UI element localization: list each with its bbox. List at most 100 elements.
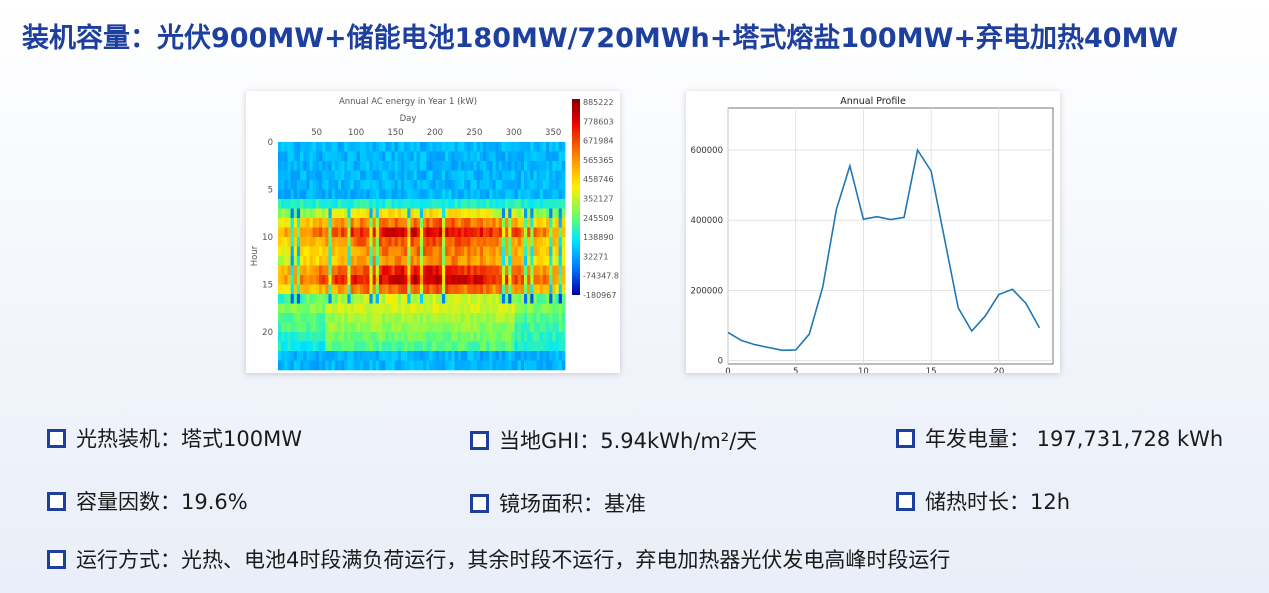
- heatmap-cell: [344, 332, 348, 342]
- heatmap-cell: [366, 189, 370, 200]
- heatmap-cell: [410, 303, 415, 314]
- heatmap-cell: [303, 142, 307, 152]
- heatmap-cell: [423, 341, 427, 352]
- heatmap-cell: [442, 275, 446, 285]
- heatmap-cell: [325, 313, 329, 323]
- heatmap-cell: [394, 199, 399, 209]
- heatmap-cell: [520, 199, 525, 209]
- heatmap-cell: [325, 322, 329, 333]
- heatmap-cell: [555, 199, 560, 209]
- heatmap-cell: [350, 341, 355, 352]
- heatmap-cell: [524, 284, 528, 295]
- heatmap-cell: [432, 351, 437, 361]
- heatmap-cell: [520, 189, 525, 200]
- heatmap-cell: [524, 294, 528, 304]
- spec-operation: 运行方式：光热、电池4时段满负荷运行，其余时段不运行，弃电加热器光伏发电高峰时段…: [47, 544, 950, 574]
- heatmap-cell: [508, 227, 512, 238]
- heatmap-cell: [416, 360, 421, 371]
- heatmap-cell: [533, 161, 538, 171]
- heatmap-cell: [524, 341, 528, 352]
- heatmap-cell: [442, 265, 446, 276]
- heatmap-cell: [524, 332, 528, 342]
- heatmap-cell: [293, 151, 298, 162]
- annual-profile-chart: Annual Profile 0 5 10 15 20 0200000400000600…: [691, 96, 1054, 373]
- heatmap-cell: [546, 161, 550, 171]
- heatmap-cell: [426, 227, 430, 238]
- heatmap-cell: [287, 180, 292, 190]
- heatmap-cell: [407, 341, 411, 352]
- heatmap-cell: [435, 189, 440, 200]
- heatmap-cell: [413, 142, 418, 152]
- heatmap-cell: [344, 322, 348, 333]
- heatmap-cell: [479, 360, 484, 371]
- heatmap-cell: [542, 161, 547, 171]
- heatmap-cell: [539, 199, 544, 209]
- heatmap-cell: [524, 180, 528, 190]
- heatmap-cell: [426, 351, 430, 361]
- heatmap-cell: [328, 332, 333, 342]
- heatmap-cell: [290, 237, 295, 247]
- heatmap-cell: [366, 199, 370, 209]
- heatmap-cell: [337, 284, 342, 295]
- heatmap-cell: [322, 275, 326, 285]
- heatmap-cell: [385, 161, 389, 171]
- heatmap-cell: [460, 237, 465, 247]
- heatmap-cell: [492, 313, 497, 323]
- heatmap-cell: [404, 246, 408, 257]
- heatmap-cell: [501, 246, 506, 257]
- heatmap-cell: [533, 246, 538, 257]
- heatmap-cell: [432, 227, 437, 238]
- heatmap-cell: [401, 180, 405, 190]
- heatmap-cell: [404, 151, 408, 162]
- heatmap-cell: [558, 265, 563, 276]
- heatmap-cell: [309, 180, 314, 190]
- heatmap-cell: [511, 303, 515, 314]
- heatmap-cell: [366, 265, 370, 276]
- heatmap-cell: [385, 218, 389, 228]
- heatmap-cell: [363, 341, 367, 352]
- heatmap-cell: [438, 227, 443, 238]
- heatmap-cell: [479, 151, 484, 162]
- heatmap-cell: [454, 294, 459, 304]
- heatmap-cell: [401, 199, 405, 209]
- heatmap-cell: [508, 237, 512, 247]
- heatmap-cell: [511, 256, 515, 266]
- heatmap-cell: [404, 218, 408, 228]
- heatmap-cell: [350, 218, 355, 228]
- heatmap-cell: [527, 256, 531, 266]
- heatmap-cell: [432, 341, 437, 352]
- heatmap-cell: [483, 265, 487, 276]
- heatmap-cell: [378, 313, 383, 323]
- heatmap-cell: [293, 322, 298, 333]
- heatmap-cell: [460, 351, 465, 361]
- heatmap-cell: [511, 208, 515, 219]
- heatmap-cell: [388, 360, 392, 371]
- heatmap-cell: [312, 199, 317, 209]
- heatmap-cell: [322, 265, 326, 276]
- heatmap-cell: [552, 161, 556, 171]
- heatmap-cell: [419, 341, 424, 352]
- heatmap-cell: [322, 161, 326, 171]
- heatmap-cell: [375, 275, 380, 285]
- heatmap-cell: [391, 341, 396, 352]
- heatmap-cell: [492, 237, 497, 247]
- heatmap-cell: [419, 227, 424, 238]
- heatmap-cell: [552, 246, 556, 257]
- heatmap-cell: [435, 246, 440, 257]
- heatmap-cell: [445, 170, 449, 181]
- heatmap-cell: [524, 189, 528, 200]
- heatmap-cell: [505, 237, 509, 247]
- heatmap-cell: [530, 256, 534, 266]
- heatmap-cell: [426, 199, 430, 209]
- heatmap-cell: [546, 142, 550, 152]
- heatmap-cell: [505, 161, 509, 171]
- heatmap-cell: [388, 208, 392, 219]
- heatmap-cell: [508, 142, 512, 152]
- heatmap-cell: [552, 199, 556, 209]
- heatmap-cell: [527, 360, 531, 371]
- heatmap-cell: [366, 208, 370, 219]
- heatmap-cell: [407, 237, 411, 247]
- heatmap-cell: [413, 332, 418, 342]
- heatmap-cell: [281, 322, 285, 333]
- heatmap-cell: [536, 199, 541, 209]
